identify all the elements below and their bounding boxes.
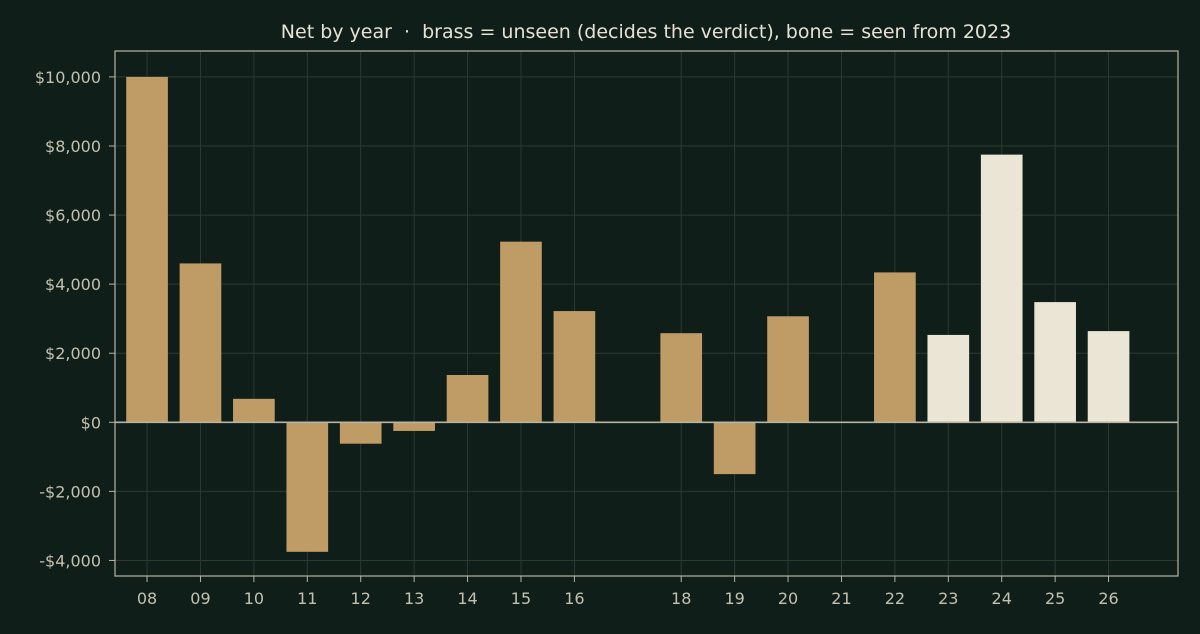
bar-unseen-19: [713, 422, 756, 475]
y-tick-label: $0: [81, 413, 101, 432]
bar-unseen-22: [874, 272, 916, 423]
bar-seen-24: [980, 154, 1023, 423]
bar-unseen-12: [339, 422, 382, 444]
bar-unseen-14: [446, 374, 489, 423]
x-tick-label: 21: [831, 589, 851, 608]
x-tick-label: 20: [778, 589, 798, 608]
y-axis: -$4,000 -$2,000 $0 $2,000 $4,000 $6,000 $8,000…: [35, 68, 115, 570]
y-tick-label: $6,000: [45, 206, 101, 225]
bar-unseen-20: [767, 316, 809, 423]
x-tick-label: 24: [992, 589, 1012, 608]
y-tick-label: $2,000: [45, 344, 101, 363]
x-tick-label: 23: [938, 589, 958, 608]
x-tick-label: 16: [564, 589, 584, 608]
plot-frame: [114, 50, 1179, 577]
bar-unseen-11: [286, 422, 329, 552]
bar-unseen-15: [500, 241, 542, 423]
x-tick-label: 25: [1045, 589, 1065, 608]
y-tick-label: $10,000: [35, 68, 101, 87]
x-tick-label: 26: [1098, 589, 1118, 608]
bar-unseen-8: [126, 76, 168, 423]
bars: [126, 76, 1130, 552]
x-tick-label: 22: [885, 589, 905, 608]
y-tick-label: -$2,000: [39, 482, 101, 501]
y-tick-label: $8,000: [45, 137, 101, 156]
x-tick-label: 09: [190, 589, 210, 608]
bar-seen-26: [1087, 331, 1130, 423]
bar-unseen-13: [393, 422, 435, 431]
x-tick-label: 19: [724, 589, 744, 608]
bar-seen-25: [1034, 302, 1076, 423]
x-tick-label: 12: [351, 589, 371, 608]
y-tick-label: -$4,000: [39, 551, 101, 570]
bar-unseen-18: [660, 333, 703, 423]
x-tick-label: 15: [511, 589, 531, 608]
x-tick-label: 13: [404, 589, 424, 608]
x-axis: 08 09 10 11 12 13 14 15 16 18 19 20 21 22 23 24 25 26: [137, 576, 1119, 608]
x-tick-label: 10: [244, 589, 264, 608]
x-tick-label: 18: [671, 589, 691, 608]
x-tick-label: 08: [137, 589, 157, 608]
bar-seen-23: [927, 334, 970, 423]
chart-title: Net by year · brass = unseen (decides th…: [281, 21, 1011, 43]
bar-unseen-9: [179, 263, 222, 423]
x-tick-label: 14: [457, 589, 477, 608]
bar-unseen-10: [233, 398, 275, 423]
y-tick-label: $4,000: [45, 275, 101, 294]
bar-unseen-16: [553, 311, 596, 423]
x-tick-label: 11: [297, 589, 317, 608]
